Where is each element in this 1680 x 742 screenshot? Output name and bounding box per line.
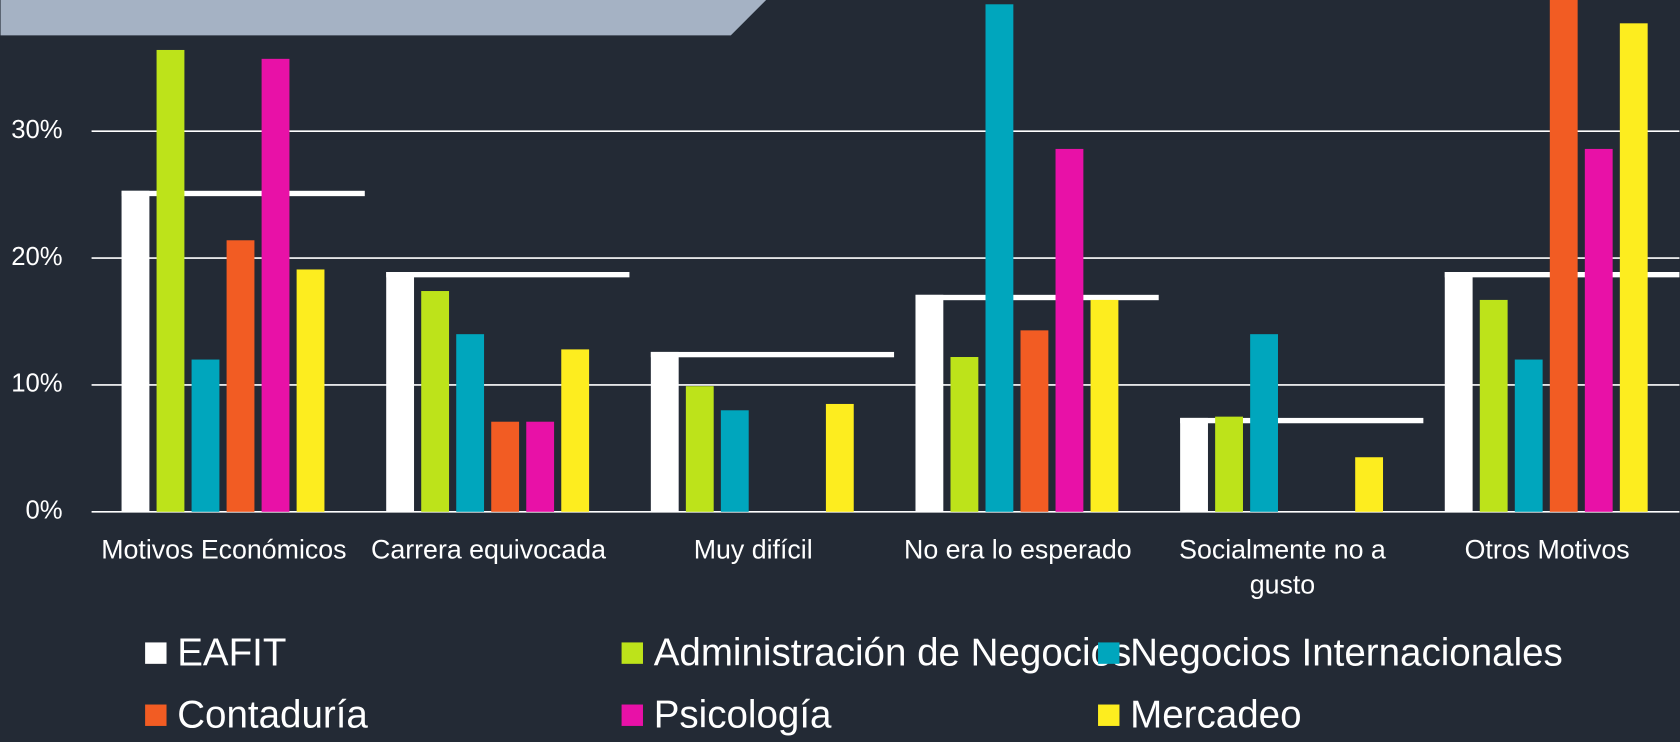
bar <box>1020 330 1049 512</box>
x-tick-label: Carrera equivocada <box>371 534 606 564</box>
bar <box>121 190 150 512</box>
bar <box>985 4 1014 512</box>
bar <box>191 359 220 512</box>
bar <box>1180 417 1208 512</box>
bar <box>685 386 714 512</box>
legend-label: Administración de Negocios <box>654 631 1132 674</box>
bar <box>1514 359 1543 512</box>
average-line <box>386 271 630 278</box>
bar <box>1090 299 1119 512</box>
bar <box>561 349 590 512</box>
legend-label: Contaduría <box>177 694 368 737</box>
x-tick-label: Muy difícil <box>694 534 813 564</box>
bar <box>915 294 944 512</box>
bar <box>1055 148 1084 512</box>
bar <box>650 351 679 512</box>
legend-swatch <box>145 704 167 726</box>
y-tick-label: 0% <box>26 497 63 525</box>
bar <box>1444 271 1473 512</box>
bar <box>491 421 520 512</box>
bar <box>226 240 255 512</box>
legend-label: Psicología <box>654 694 832 737</box>
x-tick-label: Socialmente no a gusto <box>1179 534 1386 599</box>
average-line <box>650 351 895 358</box>
y-tick-label: 10% <box>11 370 62 398</box>
bar <box>296 269 325 512</box>
legend-swatch <box>621 642 643 664</box>
bar <box>720 410 749 512</box>
legend-label: Mercadeo <box>1130 694 1301 737</box>
legend-swatch <box>1098 704 1120 726</box>
bar <box>1479 299 1508 512</box>
bar <box>1619 23 1648 512</box>
average-line <box>1180 417 1424 424</box>
bar <box>950 357 979 512</box>
legend-label: Negocios Internacionales <box>1130 631 1563 674</box>
x-tick-label: Motivos Económicos <box>101 534 346 564</box>
y-tick-label: 20% <box>11 243 62 271</box>
average-line <box>915 294 1159 301</box>
legend-swatch <box>145 642 167 664</box>
bar <box>421 291 450 512</box>
bar <box>1584 148 1613 512</box>
bar <box>156 49 185 512</box>
bar <box>1355 457 1384 512</box>
bar <box>825 403 854 512</box>
y-tick-label: 30% <box>11 116 62 144</box>
legend-swatch <box>621 704 643 726</box>
bar <box>1250 334 1278 512</box>
header-banner <box>0 0 767 36</box>
x-tick-label: Otros Motivos <box>1465 534 1630 564</box>
bar <box>1215 416 1243 512</box>
bar <box>261 58 290 512</box>
x-tick-label: No era lo esperado <box>904 534 1132 564</box>
bar <box>526 421 555 512</box>
legend-label: EAFIT <box>177 631 286 674</box>
bar <box>456 334 485 512</box>
bar <box>1549 0 1578 512</box>
average-line <box>121 190 365 197</box>
legend-swatch <box>1098 642 1120 664</box>
bar <box>386 271 415 512</box>
